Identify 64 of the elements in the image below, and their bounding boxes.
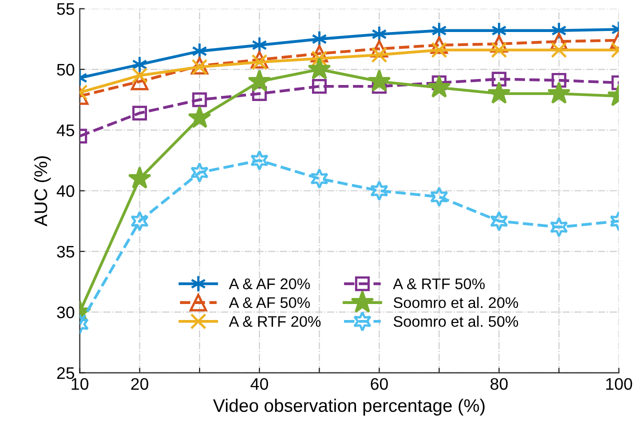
point xyxy=(550,217,568,238)
x-tick-label: 20 xyxy=(131,378,148,390)
y-axis-title: AUC (%) xyxy=(34,156,51,226)
point xyxy=(128,166,152,189)
point xyxy=(490,35,508,53)
point xyxy=(551,22,567,40)
y-tick-label: 40 xyxy=(56,185,74,197)
legend-label: A & RTF 20% xyxy=(228,316,321,327)
legend-label: Soomro et al. 20% xyxy=(394,296,518,308)
point xyxy=(252,36,268,54)
point xyxy=(487,81,511,104)
y-tick-label: 30 xyxy=(56,306,74,318)
x-tick-label: 80 xyxy=(490,378,508,390)
point xyxy=(190,162,208,183)
point xyxy=(250,150,268,171)
point xyxy=(308,57,332,80)
point xyxy=(550,42,568,58)
x-tick-label: 60 xyxy=(370,378,388,390)
x-tick-label: 40 xyxy=(250,378,268,390)
point xyxy=(248,69,272,92)
x-tick-label: 10 xyxy=(72,378,88,390)
y-tick-label: 45 xyxy=(56,124,74,136)
point xyxy=(372,25,387,43)
point xyxy=(130,72,148,90)
legend-label: A & AF 50% xyxy=(228,297,310,308)
point xyxy=(312,79,327,94)
point xyxy=(311,50,328,67)
point xyxy=(492,72,506,86)
point xyxy=(552,72,566,88)
x-tick-label: 100 xyxy=(606,378,632,390)
point xyxy=(370,40,388,58)
point xyxy=(370,180,388,201)
point xyxy=(310,168,328,189)
point xyxy=(188,106,212,128)
point xyxy=(491,42,508,58)
legend-label: Soomro et al. 50% xyxy=(394,316,518,327)
x-axis-title: Video observation percentage (%) xyxy=(213,398,485,416)
point xyxy=(427,75,451,98)
point xyxy=(547,81,571,104)
y-tick-label: 50 xyxy=(57,64,74,76)
point xyxy=(430,186,448,207)
point xyxy=(252,86,267,102)
point xyxy=(490,210,508,232)
point xyxy=(130,210,149,232)
point xyxy=(251,54,268,70)
y-tick-label: 55 xyxy=(57,3,74,15)
point xyxy=(192,42,208,60)
point xyxy=(368,69,391,92)
point xyxy=(132,106,148,120)
point xyxy=(310,44,328,62)
point xyxy=(132,67,148,84)
legend-label: A & AF 20% xyxy=(228,278,310,290)
legend-label: A & RTF 50% xyxy=(392,278,485,290)
point xyxy=(192,92,207,108)
point xyxy=(550,32,568,50)
point xyxy=(431,42,448,58)
point xyxy=(312,30,328,48)
point xyxy=(250,50,268,68)
y-tick-label: 25 xyxy=(57,367,74,379)
y-tick-label: 35 xyxy=(56,246,74,258)
point xyxy=(371,46,388,63)
point xyxy=(430,36,448,54)
point xyxy=(132,56,148,74)
point xyxy=(431,22,447,40)
